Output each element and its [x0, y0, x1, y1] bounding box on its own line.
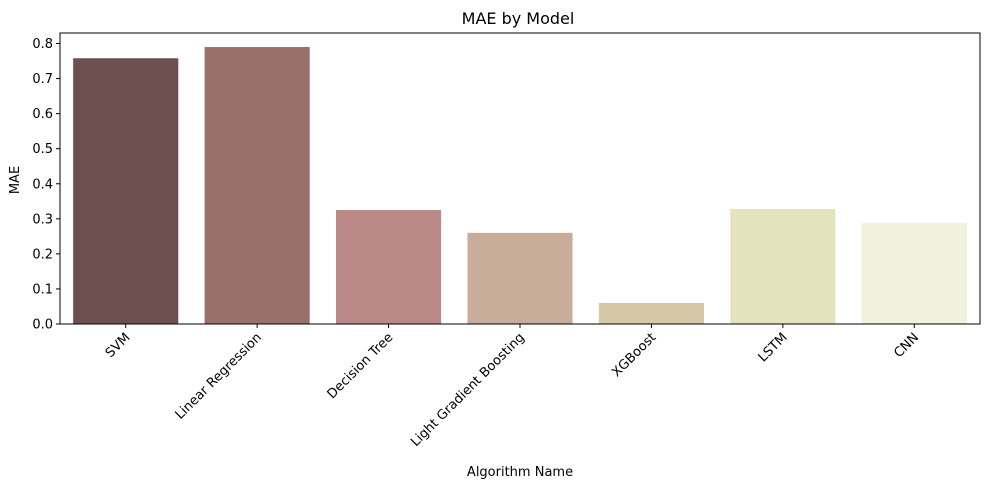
x-tick-label: SVM: [103, 330, 134, 361]
x-axis-ticks: SVM Linear Regression Decision Tree Light G…: [103, 324, 922, 450]
bar-decision-tree: [336, 210, 442, 324]
y-tick-label: 0.7: [32, 72, 53, 87]
y-tick-label: 0.6: [32, 107, 53, 122]
y-tick-label: 0.1: [32, 282, 53, 297]
y-tick-label: 0.4: [32, 177, 53, 192]
y-tick-label: 0.0: [32, 318, 53, 333]
bar-svm: [73, 58, 179, 324]
x-tick-label: CNN: [891, 330, 922, 361]
bars-group: [73, 47, 967, 324]
y-tick-label: 0.8: [32, 37, 53, 52]
plot-frame: [59, 32, 981, 325]
chart-title: MAE by Model: [462, 9, 575, 28]
y-axis-title: MAE: [8, 166, 23, 194]
y-tick-label: 0.5: [32, 142, 53, 157]
x-tick-label: LSTM: [756, 330, 791, 365]
y-axis-ticks: 0.0 0.1 0.2 0.3 0.4 0.5 0.6 0.7 0.8: [32, 37, 60, 333]
y-tick-label: 0.3: [32, 212, 53, 227]
bar-lstm: [730, 209, 836, 324]
bar-light-gradient-boosting: [467, 232, 573, 324]
y-tick-label: 0.2: [32, 247, 53, 262]
x-tick-label: Linear Regression: [173, 330, 265, 422]
x-tick-label: XGBoost: [609, 330, 659, 380]
x-axis-title: Algorithm Name: [467, 465, 573, 480]
bar-cnn: [861, 223, 967, 324]
bar-xgboost: [598, 302, 704, 324]
x-tick-label: Light Gradient Boosting: [408, 330, 528, 450]
x-tick-label: Decision Tree: [325, 330, 397, 402]
bar-linear-regression: [204, 47, 310, 324]
